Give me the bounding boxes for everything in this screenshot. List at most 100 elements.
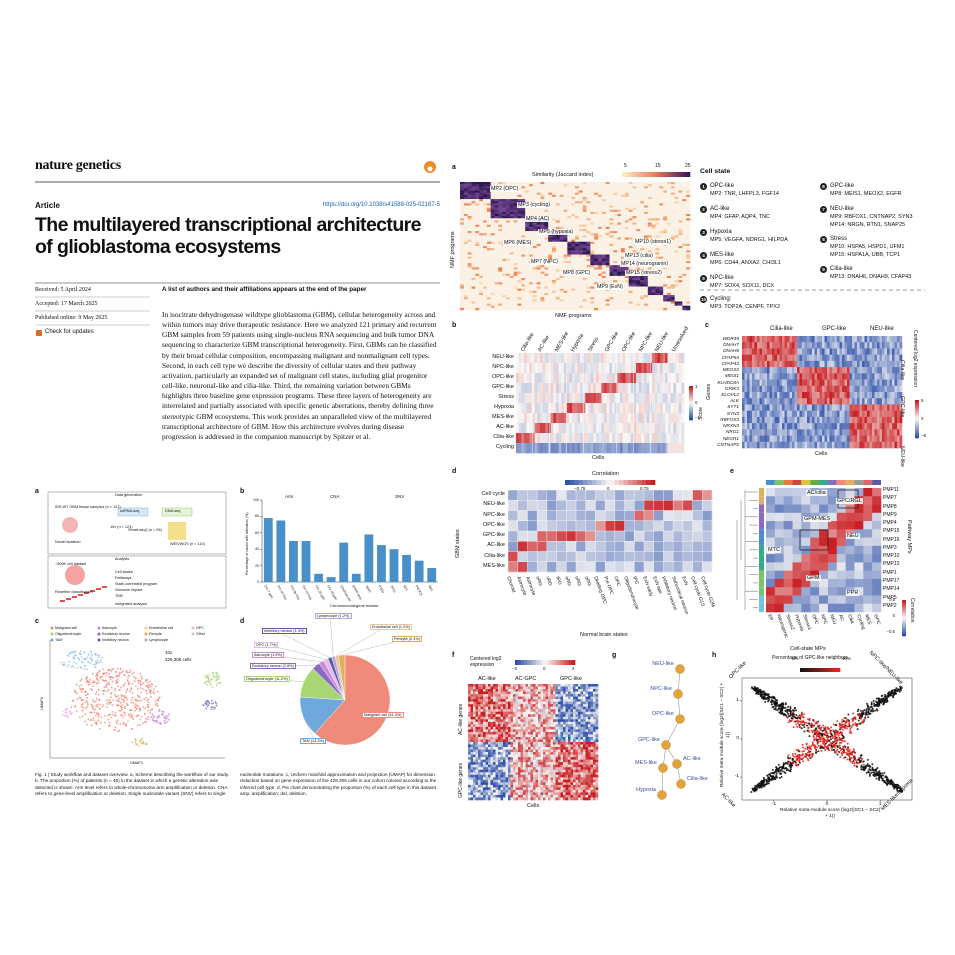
heatmap-cell: [475, 248, 480, 251]
heatmap-cell: [590, 235, 595, 238]
heatmap-cell: [632, 299, 637, 302]
heatmap-cell: [678, 211, 683, 215]
heatmap-cell: [617, 214, 622, 217]
heatmap-cell: [647, 275, 652, 279]
heatmap-cell: [674, 209, 679, 213]
heatmap-cell: [594, 203, 599, 206]
heatmap-cell: [475, 278, 480, 281]
heatmap-cell: [536, 290, 541, 294]
umap-point: [206, 705, 209, 708]
heatmap-cell: [494, 233, 499, 236]
heatmap-cell: [686, 214, 691, 217]
heatmap-cell: [590, 280, 595, 283]
umap-point: [123, 699, 126, 702]
heatmap-cell: [506, 222, 511, 225]
heatmap-cell: [613, 190, 618, 193]
heatmap-cell: [609, 260, 614, 264]
heatmap-cell: [559, 190, 564, 193]
heatmap-cell: [628, 228, 633, 232]
heatmap-cell: [550, 383, 554, 394]
umap-point: [118, 673, 121, 675]
heatmap-cell: [609, 297, 614, 300]
heatmap-cell: [628, 241, 633, 245]
heatmap-cell: [509, 305, 514, 309]
heatmap-cell: [632, 205, 637, 208]
heatmap-cell: [567, 250, 572, 253]
umap-point: [110, 716, 113, 719]
heatmap-cell: [678, 231, 683, 234]
heatmap-cell: [670, 288, 675, 292]
heatmap-cell: [463, 220, 468, 223]
umap-point: [63, 661, 65, 664]
heatmap-cell: [490, 275, 495, 279]
heatmap-cell: [460, 301, 465, 304]
heatmap-cell: [670, 226, 675, 230]
heatmap-cell: [460, 194, 465, 198]
heatmap-cell: [513, 216, 518, 219]
heatmap-cell: [567, 307, 572, 311]
heatmap-cell: [636, 243, 641, 247]
heatmap-cell: [486, 250, 491, 253]
umap-point: [128, 681, 131, 684]
heatmap-cell: [586, 284, 591, 287]
heatmap-cell: [559, 288, 564, 292]
heatmap-cell: [651, 307, 656, 311]
heatmap-cell: [572, 373, 575, 384]
heatmap-cell: [463, 265, 468, 268]
heatmap-cell: [521, 199, 526, 202]
heatmap-cell: [646, 393, 650, 404]
heatmap-cell: [632, 188, 637, 191]
heatmap-cell: [577, 433, 581, 444]
heatmap-cell: [578, 265, 583, 268]
heatmap-cell: [622, 383, 626, 394]
heatmap-cell: [490, 243, 495, 247]
heatmap-cell: [625, 413, 629, 424]
heatmap-cell: [655, 199, 660, 202]
umap-point: [119, 723, 122, 725]
heatmap-cell: [467, 207, 472, 211]
heatmap-cell: [667, 267, 672, 270]
heatmap-cell: [567, 275, 572, 279]
heatmap-cell: [479, 186, 484, 189]
heatmap-cell: [630, 433, 634, 444]
heatmap-cell: [563, 211, 568, 215]
heatmap-cell: [593, 433, 597, 444]
heatmap-cell: [479, 211, 484, 215]
heatmap-cell: [548, 209, 553, 213]
umap-point: [146, 709, 149, 712]
heatmap-cell: [525, 301, 530, 304]
heatmap-cell: [540, 226, 545, 230]
heatmap-cell: [621, 280, 626, 283]
heatmap-cell: [536, 250, 541, 253]
heatmap-cell: [601, 220, 606, 223]
heatmap-cell: [613, 269, 618, 272]
heatmap-cell: [471, 290, 476, 294]
heatmap-cell: [571, 290, 576, 294]
heatmap-cell: [613, 256, 618, 260]
heatmap-cell: [548, 271, 553, 275]
heatmap-cell: [498, 192, 503, 196]
heatmap-cell: [463, 307, 468, 311]
heatmap-cell: [578, 263, 583, 266]
heatmap-cell: [577, 353, 581, 364]
heatmap-cell: [628, 216, 633, 219]
heatmap-cell: [471, 284, 476, 287]
umap-point: [73, 666, 76, 669]
heatmap-cell: [682, 248, 687, 251]
heatmap-cell: [606, 353, 610, 364]
heatmap-cell: [564, 423, 567, 434]
heatmap-cell: [598, 209, 603, 213]
heatmap-cell: [613, 292, 618, 296]
umap-point: [91, 706, 93, 708]
heatmap-cell: [575, 282, 580, 285]
heatmap-cell: [509, 246, 514, 249]
heatmap-cell: [628, 258, 633, 262]
heatmap-cell: [494, 203, 499, 206]
heatmap-cell: [659, 188, 664, 191]
heatmap-cell: [640, 284, 645, 287]
heatmap-cell: [673, 353, 677, 364]
heatmap-cell: [632, 297, 637, 300]
heatmap-cell: [506, 265, 511, 268]
heatmap-cell: [502, 275, 507, 279]
heatmap-cell: [483, 307, 488, 311]
